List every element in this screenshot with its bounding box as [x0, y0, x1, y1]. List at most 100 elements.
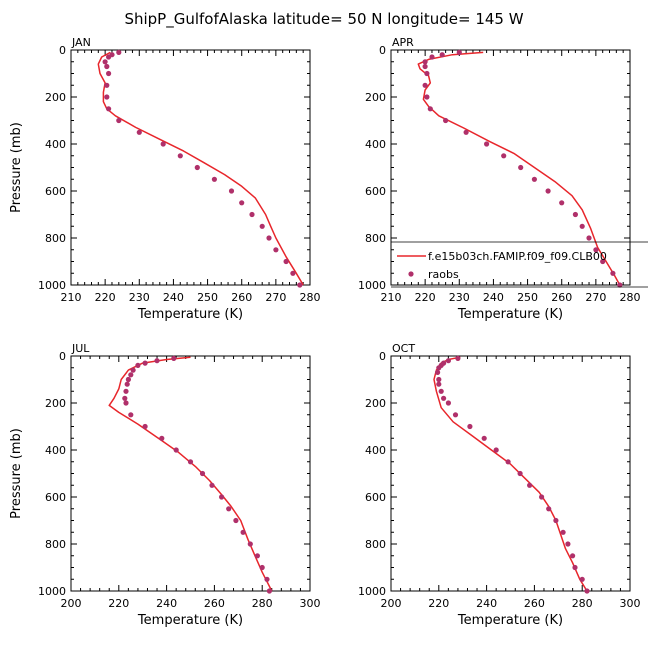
model-profile-line — [108, 356, 273, 592]
raobs-point — [527, 482, 533, 488]
raobs-point — [290, 270, 296, 276]
raobs-point — [539, 494, 545, 500]
raobs-point — [501, 153, 507, 159]
raobs-point — [545, 188, 551, 194]
raobs-point — [160, 141, 166, 147]
raobs-point — [187, 459, 194, 465]
raobs-point — [104, 82, 110, 88]
y-tick-label: 1000 — [38, 585, 66, 598]
raobs-point — [249, 211, 255, 218]
x-tick-label: 270 — [265, 291, 286, 304]
raobs-point — [173, 447, 179, 453]
y-tick-label: 800 — [45, 232, 66, 245]
raobs-point — [505, 459, 511, 465]
raobs-point — [424, 70, 430, 77]
panel-jan: JAN 210 220 230 240 250 260 270 280 0 200 400 600 800… — [9, 36, 321, 322]
plot-frame — [70, 355, 311, 592]
raobs-point — [219, 494, 225, 500]
raobs-point — [455, 355, 461, 361]
raobs-point — [570, 553, 576, 559]
raobs-point — [518, 164, 524, 171]
x-tick-label: 300 — [300, 597, 321, 610]
raobs-point — [128, 372, 134, 378]
raobs-point — [456, 49, 462, 56]
y-tick-label: 200 — [45, 397, 66, 410]
y-tick-label: 0 — [59, 350, 66, 363]
raobs-point — [194, 164, 200, 171]
panel-oct: OCT 200 220 240 260 280 300 0 200 400 600 800 1000 Te… — [358, 342, 641, 628]
raobs-point — [266, 235, 272, 241]
raobs-point — [297, 282, 303, 288]
raobs-point — [517, 470, 523, 477]
raobs-point — [572, 564, 578, 571]
panel-jul: JUL 200 220 240 260 280 300 0 200 400 600 800 1000 Te… — [9, 342, 321, 628]
raobs-point — [123, 388, 129, 394]
plot-frame — [390, 355, 631, 592]
x-tick-label: 250 — [197, 291, 218, 304]
y-tick-label: 800 — [45, 538, 66, 551]
raobs-point — [422, 82, 428, 88]
x-tick-label: 270 — [585, 291, 606, 304]
raobs-point — [124, 381, 130, 387]
x-tick-label: 300 — [620, 597, 641, 610]
raobs-point — [104, 94, 110, 100]
raobs-point — [264, 576, 270, 582]
raobs-point — [142, 360, 148, 366]
raobs-point — [239, 200, 245, 206]
raobs-point — [600, 258, 606, 265]
raobs-point — [122, 395, 128, 401]
raobs-point — [584, 588, 590, 594]
raobs-point — [441, 395, 447, 401]
raobs-point — [427, 106, 433, 112]
x-tick-label: 260 — [524, 597, 545, 610]
y-tick-label: 0 — [379, 44, 386, 57]
raobs-point — [445, 358, 451, 364]
raobs-point — [493, 447, 499, 453]
y-tick-label: 400 — [45, 138, 66, 151]
x-tick-label: 260 — [204, 597, 225, 610]
y-tick-label: 0 — [59, 44, 66, 57]
raobs-point — [259, 223, 265, 229]
raobs-point — [135, 362, 141, 368]
x-tick-label: 200 — [61, 597, 82, 610]
raobs-point — [435, 369, 441, 375]
raobs-point — [116, 49, 122, 56]
x-tick-label: 260 — [551, 291, 572, 304]
raobs-point — [484, 141, 490, 147]
raobs-point — [443, 117, 449, 124]
y-tick-label: 600 — [365, 491, 386, 504]
raobs-point — [610, 270, 616, 276]
raobs-point — [579, 576, 585, 582]
raobs-point — [565, 541, 571, 547]
x-tick-label: 210 — [61, 291, 82, 304]
raobs-point — [559, 200, 565, 206]
x-tick-label: 220 — [428, 597, 449, 610]
y-tick-label: 400 — [365, 138, 386, 151]
raobs-point — [436, 381, 442, 387]
raobs-point — [171, 355, 177, 361]
y-tick-label: 400 — [365, 444, 386, 457]
y-tick-label: 200 — [365, 397, 386, 410]
legend-marker-swatch — [408, 271, 414, 277]
raobs-point — [579, 223, 585, 229]
raobs-point — [154, 358, 160, 364]
y-tick-label: 600 — [365, 185, 386, 198]
raobs-point — [228, 188, 235, 194]
raobs-point — [422, 63, 428, 70]
x-axis-label: Temperature (K) — [137, 307, 243, 322]
raobs-point — [424, 94, 430, 100]
raobs-point — [211, 176, 217, 182]
raobs-point — [266, 588, 272, 594]
raobs-point — [116, 117, 122, 124]
raobs-point — [481, 435, 487, 441]
raobs-point — [531, 176, 538, 182]
y-tick-label: 1000 — [358, 279, 386, 292]
x-tick-label: 220 — [95, 291, 116, 304]
raobs-point — [452, 412, 459, 418]
raobs-point — [142, 423, 148, 430]
y-tick-label: 1000 — [38, 279, 66, 292]
panel-title: JUL — [71, 342, 90, 355]
x-tick-label: 250 — [517, 291, 538, 304]
x-axis-label: Temperature (K) — [457, 307, 563, 322]
